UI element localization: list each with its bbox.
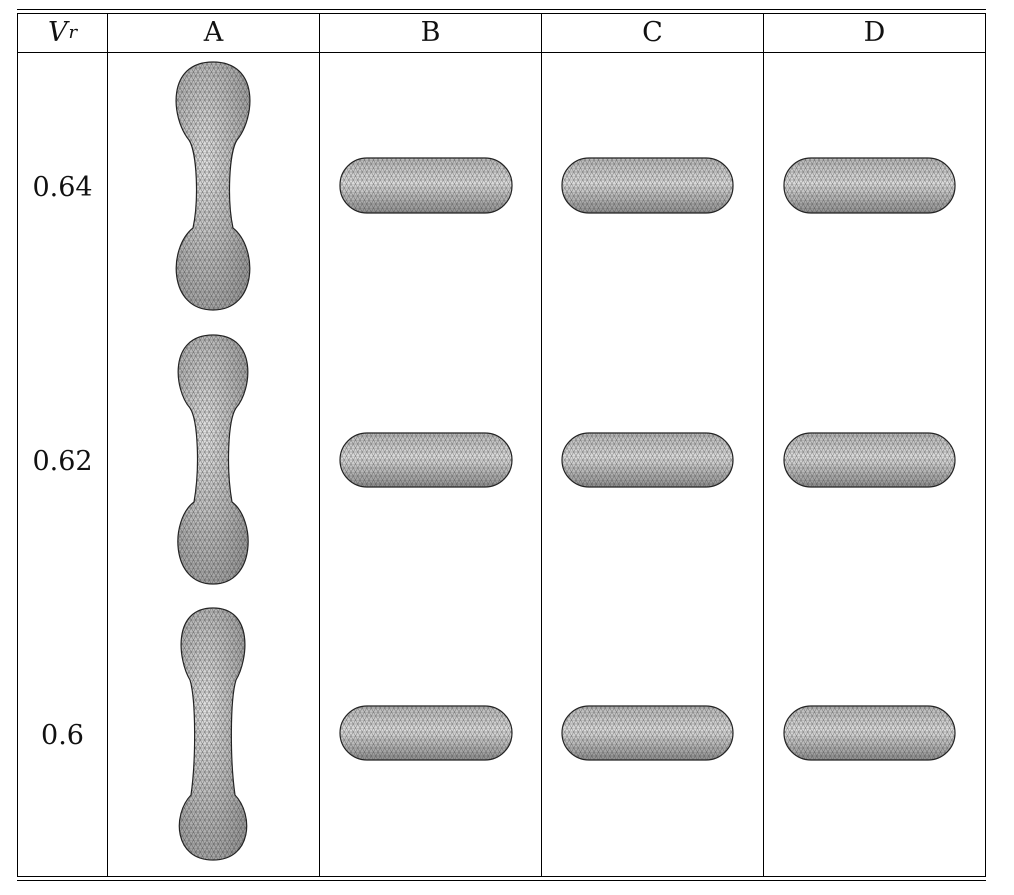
- header-col-d: D: [863, 16, 886, 48]
- grid-line-left: [17, 13, 18, 877]
- grid-line-2: [319, 13, 320, 877]
- shape-c-row-0: [561, 157, 734, 214]
- top-rule-inner: [17, 13, 986, 14]
- header-separator: [17, 52, 986, 53]
- shape-b-row-0: [339, 157, 513, 214]
- shape-b-row-2: [339, 705, 513, 761]
- shape-a-row-2: [178, 607, 248, 861]
- top-rule-outer: [17, 9, 986, 10]
- header-vr-symbol: V: [47, 16, 68, 48]
- bottom-rule-inner: [17, 876, 986, 877]
- header-col-b: B: [420, 16, 441, 48]
- shape-b-row-1: [339, 432, 513, 488]
- grid-line-4: [763, 13, 764, 877]
- shape-a-row-1: [177, 334, 249, 585]
- shape-d-row-0: [783, 157, 956, 214]
- row-label-2: 0.6: [41, 720, 84, 751]
- shape-c-row-1: [561, 432, 734, 488]
- shape-a-row-0: [175, 61, 251, 311]
- bottom-rule-outer: [17, 880, 986, 881]
- row-label-0: 0.64: [32, 172, 93, 203]
- shape-d-row-2: [783, 705, 956, 761]
- shape-c-row-2: [561, 705, 734, 761]
- header-col-c: C: [642, 16, 663, 48]
- shape-d-row-1: [783, 432, 956, 488]
- header-col-a: A: [203, 16, 224, 48]
- grid-line-1: [107, 13, 108, 877]
- grid-line-3: [541, 13, 542, 877]
- header-vr-subscript: r: [68, 21, 78, 43]
- row-label-1: 0.62: [32, 446, 93, 477]
- grid-line-right: [985, 13, 986, 877]
